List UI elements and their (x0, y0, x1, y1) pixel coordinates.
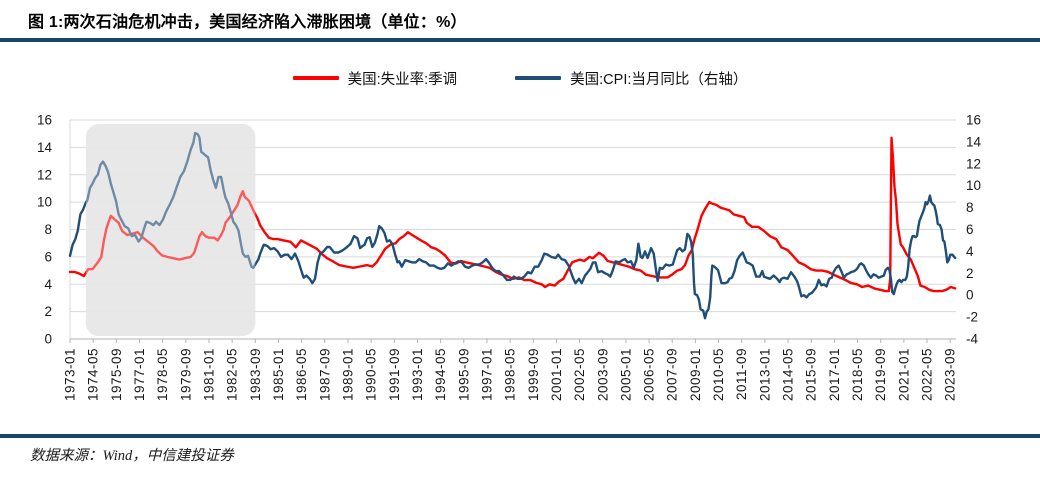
left-axis-label: 8 (44, 222, 52, 237)
x-axis-label: 2021-01 (896, 348, 911, 401)
x-axis-label: 1997-01 (479, 348, 494, 401)
x-axis-label: 2018-05 (850, 348, 865, 401)
legend-label-unemployment: 美国:失业率:季调 (347, 71, 458, 88)
x-axis-label: 1977-01 (132, 348, 147, 401)
x-axis-label: 2001-01 (549, 348, 564, 401)
x-axis-label: 1994-05 (433, 348, 448, 401)
left-axis-label: 4 (44, 277, 52, 292)
left-axis-label: 6 (44, 249, 52, 264)
x-axis-label: 1998-05 (503, 348, 518, 401)
x-axis-label: 2003-09 (595, 348, 610, 401)
title-divider-rule (0, 38, 1040, 42)
right-axis-label: -2 (966, 310, 978, 325)
chart-legend: 美国:失业率:季调 美国:CPI:当月同比（右轴） (0, 64, 1040, 92)
x-axis-label: 1975-09 (109, 348, 124, 401)
x-axis-label: 1974-05 (86, 348, 101, 401)
highlight-overlay (85, 124, 256, 336)
right-axis-label: 0 (966, 288, 974, 303)
legend-label-cpi: 美国:CPI:当月同比（右轴） (570, 71, 748, 88)
x-axis-label: 2023-09 (943, 348, 958, 401)
right-axis-label: 8 (966, 200, 974, 215)
legend-item-unemployment: 美国:失业率:季调 (292, 68, 458, 89)
x-axis-label: 2013-01 (757, 348, 772, 401)
x-axis-label: 1983-09 (248, 348, 263, 401)
right-axis-label: -4 (966, 332, 978, 347)
unemployment-line-swatch-icon (292, 76, 339, 80)
figure-title: 图 1:两次石油危机冲击，美国经济陷入滞胀困境（单位：%） (28, 14, 467, 31)
right-axis-label: 10 (966, 178, 981, 193)
x-axis-label: 2022-05 (920, 348, 935, 401)
x-axis-label: 1989-01 (340, 348, 355, 401)
footer-divider-rule (0, 434, 1040, 438)
data-source-note: 数据来源：Wind，中信建投证券 (30, 448, 234, 464)
x-axis-label: 2017-01 (827, 348, 842, 401)
x-axis-label: 1995-09 (456, 348, 471, 401)
right-axis-label: 6 (966, 222, 974, 237)
right-axis-label: 16 (966, 113, 981, 128)
x-axis-label: 1978-05 (155, 348, 170, 401)
legend-item-cpi: 美国:CPI:当月同比（右轴） (515, 68, 747, 89)
x-axis-label: 1999-09 (526, 348, 541, 401)
left-axis-label: 2 (44, 304, 52, 319)
left-axis-label: 12 (37, 167, 52, 182)
x-axis-label: 2005-01 (618, 348, 633, 401)
x-axis-label: 2014-05 (781, 348, 796, 401)
left-axis-label: 16 (37, 113, 52, 128)
x-axis-label: 1993-01 (410, 348, 425, 401)
x-axis-label: 2015-09 (804, 348, 819, 401)
cpi-line-swatch-icon (515, 76, 562, 80)
x-axis-label: 2019-09 (873, 348, 888, 401)
x-axis-label: 1985-01 (271, 348, 286, 401)
x-axis-label: 1991-09 (387, 348, 402, 401)
right-axis-label: 14 (966, 134, 982, 149)
x-axis-label: 2006-05 (642, 348, 657, 401)
left-axis-label: 10 (37, 195, 52, 210)
x-axis-label: 1986-05 (294, 348, 309, 401)
x-axis-label: 2007-09 (665, 348, 680, 401)
x-axis-label: 1990-05 (364, 348, 379, 401)
x-axis-label: 2011-09 (734, 348, 749, 400)
x-axis-label: 2009-01 (688, 348, 703, 401)
left-axis-label: 0 (44, 332, 52, 347)
x-axis-label: 2002-05 (572, 348, 587, 401)
right-axis-label: 4 (966, 244, 974, 259)
x-axis-label: 2010-05 (711, 348, 726, 401)
left-axis-label: 14 (37, 140, 53, 155)
x-axis-label: 1973-01 (63, 348, 78, 401)
right-axis-label: 12 (966, 156, 981, 171)
cpi-series-line (68, 131, 957, 320)
x-axis-label: 1982-05 (225, 348, 240, 401)
right-axis-label: 2 (966, 266, 974, 281)
x-axis-label: 1981-01 (201, 348, 216, 401)
x-axis-label: 1987-09 (317, 348, 332, 401)
x-axis-label: 1979-09 (178, 348, 193, 401)
